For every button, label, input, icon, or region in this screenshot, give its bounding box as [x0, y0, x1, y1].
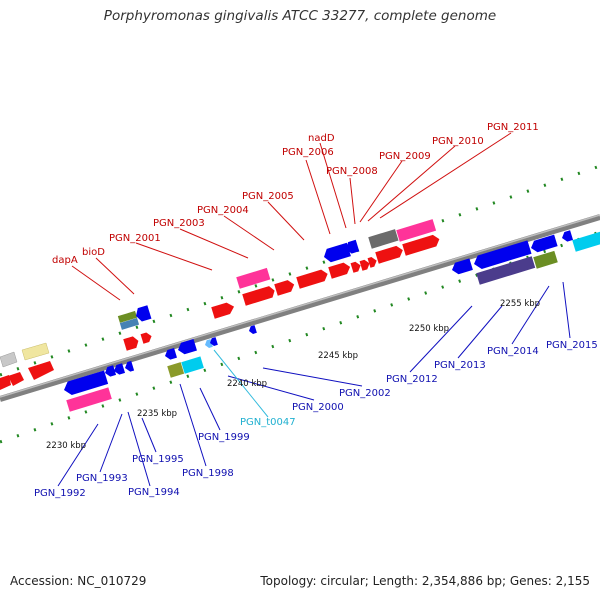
gene-label: PGN_2013: [434, 360, 486, 371]
gene-label: nadD: [308, 133, 335, 144]
gene-label: PGN_2006: [282, 147, 334, 158]
gene-label: PGN_2000: [292, 402, 344, 413]
gene-label: PGN_1994: [128, 487, 180, 498]
gene-label: PGN_2005: [242, 191, 294, 202]
tick-label: 2245 kbp: [318, 351, 358, 361]
upper-track-features: [117, 219, 437, 330]
gene-label: PGN_2010: [432, 136, 484, 147]
gene-label: dapA: [52, 255, 78, 266]
tick-labels: 2230 kbp 2235 kbp 2240 kbp 2245 kbp 2250…: [46, 299, 540, 451]
gene-label: bioD: [82, 247, 105, 258]
gene-label: PGN_2015: [546, 340, 598, 351]
gene-label: PGN_2008: [326, 166, 378, 177]
trna-label: PGN_t0047: [240, 417, 296, 428]
map-title: Porphyromonas gingivalis ATCC 33277, com…: [103, 8, 497, 24]
gene-label: PGN_1999: [198, 432, 250, 443]
genome-summary-text: Topology: circular; Length: 2,354,886 bp…: [260, 574, 590, 588]
forward-genes: [123, 234, 440, 351]
gene-label: PGN_2003: [153, 218, 205, 229]
reverse-genes: [64, 230, 574, 395]
genome-backbone: [0, 214, 600, 402]
tick-label: 2235 kbp: [137, 409, 177, 419]
gene-label: PGN_2014: [487, 346, 539, 357]
tick-label: 2230 kbp: [46, 441, 86, 451]
gene-label: PGN_1995: [132, 454, 184, 465]
tick-label: 2255 kbp: [500, 299, 540, 309]
gene-label: PGN_2012: [386, 374, 438, 385]
gene-label: PGN_2001: [109, 233, 161, 244]
trna-leader-line: [213, 349, 269, 418]
gene-label: PGN_2002: [339, 388, 391, 399]
gene-label: PGN_2004: [197, 205, 249, 216]
gene-label: PGN_1998: [182, 468, 234, 479]
bottom-gene-labels: PGN_1992 PGN_1993 PGN_1994 PGN_1995 PGN_…: [34, 340, 598, 499]
bottom-leader-lines: [57, 281, 571, 487]
left-edge-features: [0, 342, 54, 390]
lower-track-features: [66, 231, 600, 412]
tick-label: 2240 kbp: [227, 379, 267, 389]
gene-label: PGN_1993: [76, 473, 128, 484]
top-gene-labels: dapA bioD PGN_2001 PGN_2003 PGN_2004 PGN…: [52, 122, 539, 266]
tick-label: 2250 kbp: [409, 324, 449, 334]
gene-label: PGN_2009: [379, 151, 431, 162]
accession-text: Accession: NC_010729: [10, 574, 147, 588]
top-leader-lines: [71, 132, 512, 301]
gene-label: PGN_2011: [487, 122, 539, 133]
gene-label: PGN_1992: [34, 488, 86, 499]
